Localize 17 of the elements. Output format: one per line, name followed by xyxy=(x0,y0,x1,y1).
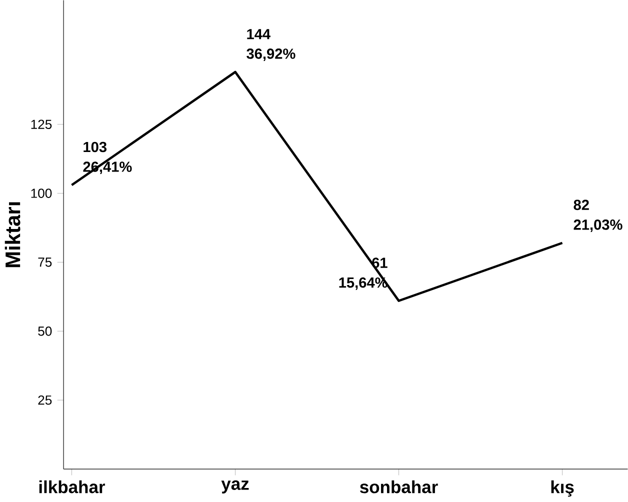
y-axis-title: Miktarı xyxy=(4,202,20,268)
x-tick-label: yaz xyxy=(221,480,249,494)
y-tick-label: 75 xyxy=(38,258,52,268)
annotation: 21,03% xyxy=(574,220,622,232)
annotation: 15,64% xyxy=(339,278,388,290)
x-tick-label: ilkbahar xyxy=(39,480,106,494)
x-tick-label: kış xyxy=(551,480,574,497)
y-tick-label: 25 xyxy=(38,396,52,405)
line-series xyxy=(70,71,564,302)
annotation: 36,92% xyxy=(246,48,296,62)
x-tick-label: sonbahar xyxy=(360,480,438,494)
y-tick-label: 100 xyxy=(31,188,52,198)
y-tick-label: 50 xyxy=(38,326,52,336)
data-label: 82 xyxy=(574,200,589,210)
data-label: 144 xyxy=(247,29,270,40)
y-tick-label: 125 xyxy=(31,120,52,130)
data-label: 103 xyxy=(84,142,107,152)
